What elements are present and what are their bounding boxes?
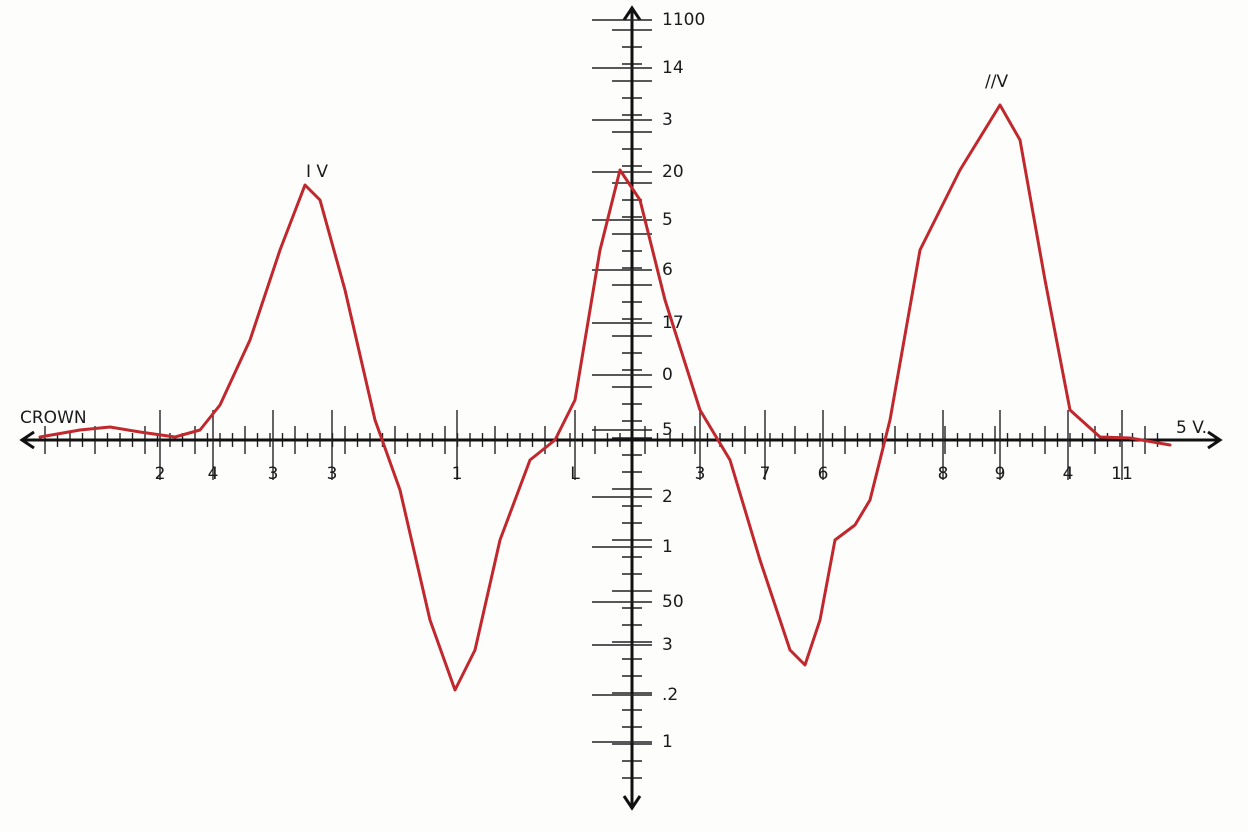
x-tick-label: 3 (695, 464, 706, 484)
x-tick-label: 4 (1063, 464, 1074, 484)
y-tick-label: 6 (662, 260, 673, 280)
x-tick-label: 6 (818, 464, 829, 484)
x-tick-label: 9 (995, 464, 1006, 484)
y-tick-label: 50 (662, 592, 684, 612)
x-tick-label: L (570, 464, 580, 484)
y-tick-label: 20 (662, 162, 684, 182)
y-tick-label: 14 (662, 58, 684, 78)
annotation: CROWN (20, 408, 87, 428)
arrow (1207, 430, 1223, 450)
arrow (622, 5, 642, 21)
x-tick-label: 8 (938, 464, 949, 484)
x-tick-label: 11 (1111, 464, 1133, 484)
annotation: I V (306, 162, 328, 182)
y-tick-label: 0 (662, 365, 673, 385)
y-tick-label: 5 (662, 210, 673, 230)
arrow (622, 795, 642, 811)
line-series (38, 103, 1172, 692)
y-tick-label: 3 (662, 110, 673, 130)
y-tick-label: 1 (662, 732, 673, 752)
annotation: //V (985, 72, 1008, 92)
y-tick-label: 3 (662, 635, 673, 655)
y-tick-label: 1 (662, 537, 673, 557)
x-tick-label: 4 (208, 464, 219, 484)
y-tick-label: 1100 (662, 10, 705, 30)
x-tick-label: 3 (268, 464, 279, 484)
x-tick-label: 3 (327, 464, 338, 484)
y-tick-label: 2 (662, 487, 673, 507)
annotation: 5 V. (1176, 418, 1207, 438)
y-tick-label: 5 (662, 420, 673, 440)
y-tick-label: .2 (662, 685, 678, 705)
x-tick-label: 1 (452, 464, 463, 484)
x-tick-label: 7 (760, 464, 771, 484)
arrow (19, 430, 35, 450)
x-tick-label: 2 (155, 464, 166, 484)
